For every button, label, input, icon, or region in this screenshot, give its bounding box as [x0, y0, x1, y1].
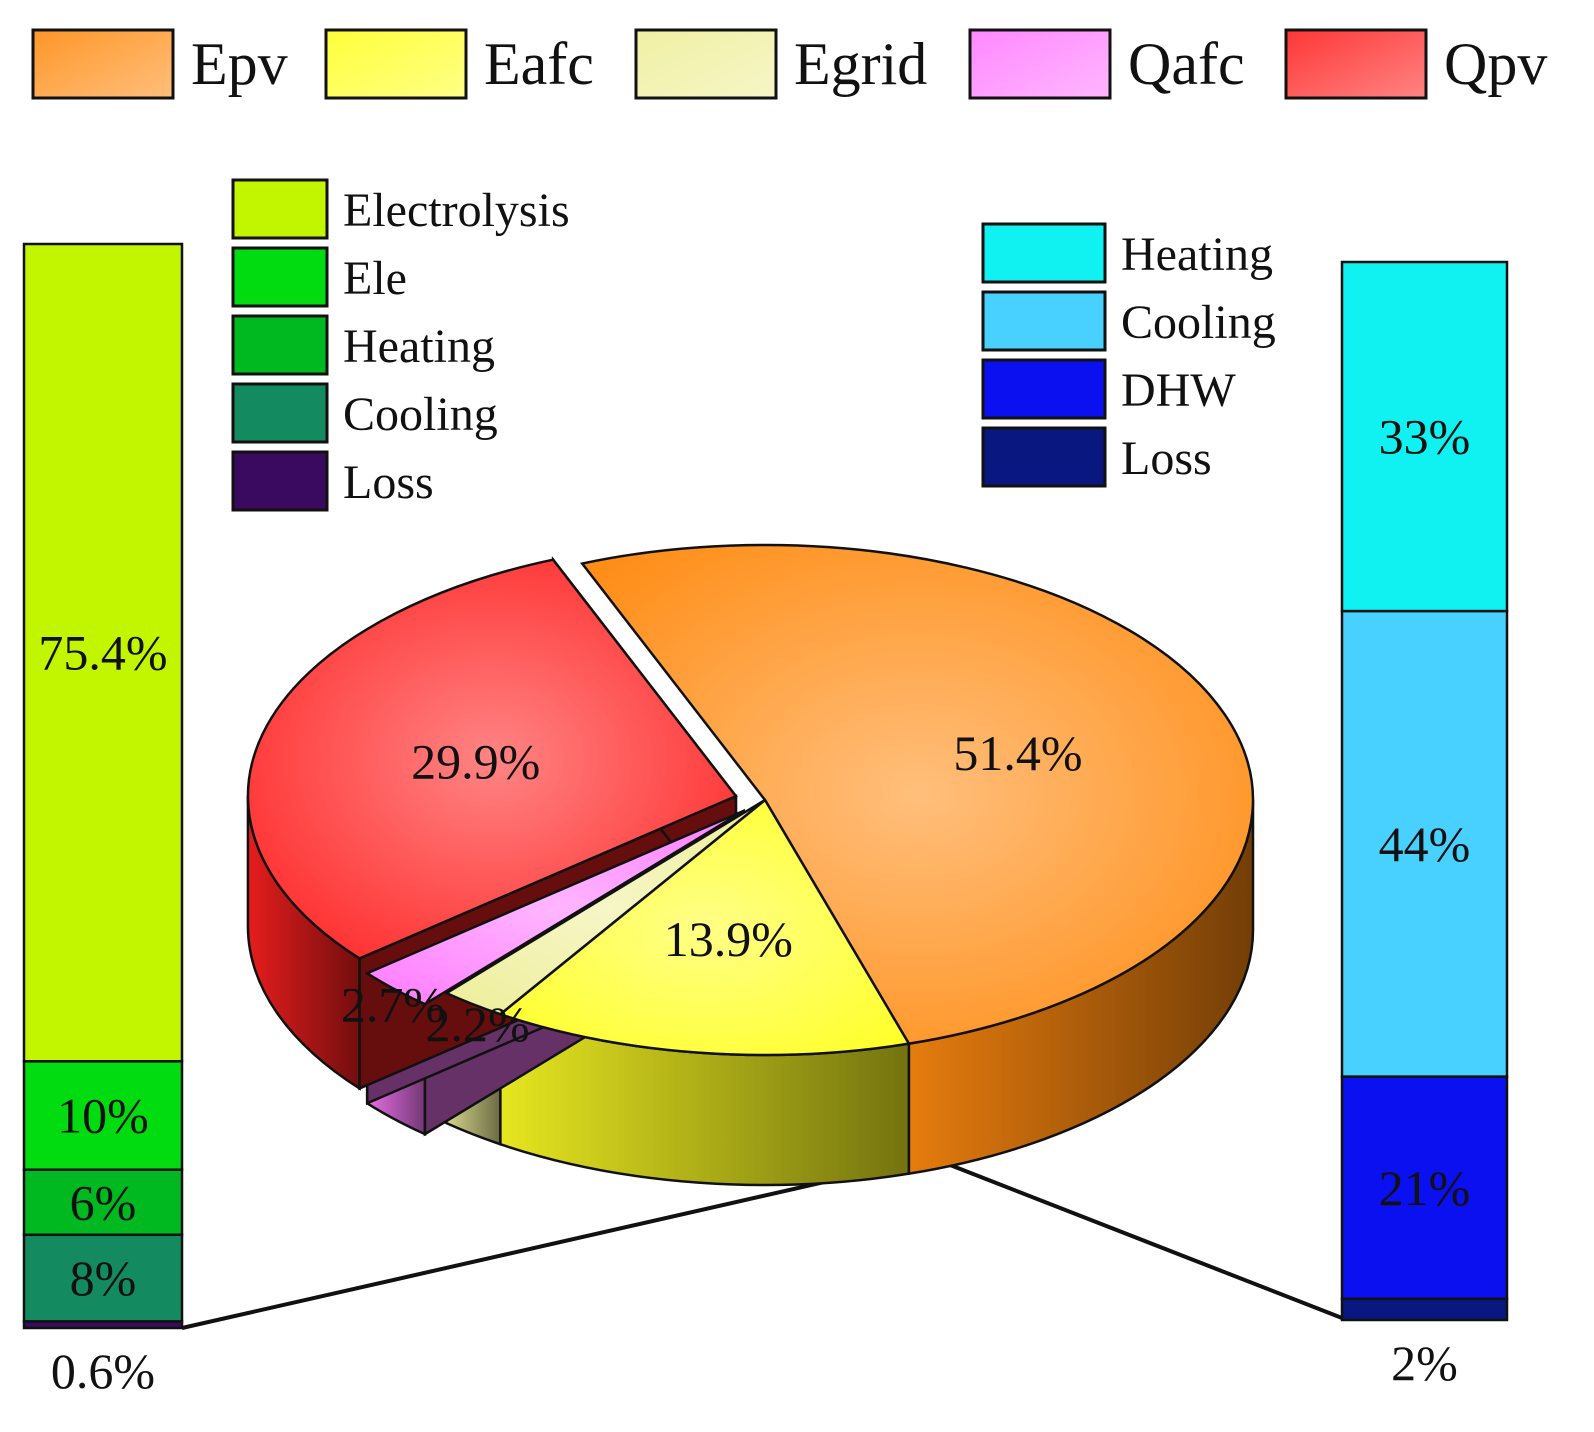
- legend-swatch-epv: [31, 28, 175, 100]
- connector-right: [944, 1161, 1343, 1320]
- right-bar-segment-loss: [1340, 1297, 1509, 1322]
- right-legend-label-heating: Heating: [1121, 228, 1273, 281]
- right-bar-label-loss: 2%: [1391, 1335, 1458, 1391]
- right-legend-swatch-cooling: [981, 290, 1107, 352]
- pie-labels: 51.4% 13.9% 2.2%2.7% 29.9%: [341, 725, 1083, 1052]
- right-legend-label-cooling: Cooling: [1121, 296, 1276, 349]
- left-bar-label-cooling: 8%: [70, 1250, 137, 1306]
- left-legend-swatch-electrolysis: [231, 178, 329, 240]
- left-bar-segment-electrolysis: [22, 242, 184, 1063]
- left-legend-swatch-loss: [231, 450, 329, 512]
- right-legend-swatch-heating: [981, 222, 1107, 284]
- connector-lines: [181, 1161, 1343, 1330]
- left-bar-label-electrolysis: 75.4%: [38, 625, 167, 681]
- right-bar-segment-heating: [1340, 260, 1509, 613]
- right-stacked-bar: 33% 44% 21% 2%: [1340, 260, 1509, 1391]
- pie-slice-qafc: [364, 809, 745, 1006]
- pie-slice-egrid: [443, 798, 766, 1016]
- left-legend-label-heating: Heating: [343, 320, 495, 373]
- right-legend-swatch-loss: [981, 426, 1107, 488]
- connector-left: [181, 1161, 909, 1330]
- left-bar-label-ele: 10%: [57, 1088, 149, 1144]
- pie-label-epv: 51.4%: [953, 725, 1082, 781]
- right-bar-label-heating: 33%: [1379, 409, 1471, 465]
- legend-swatch-qafc: [968, 28, 1112, 100]
- pie-legend: Epv Eafc Egrid Qafc Qpv: [31, 28, 1547, 100]
- legend-label-qafc: Qafc: [1128, 31, 1245, 97]
- pie-slice-qpv: [246, 558, 738, 960]
- left-bar-segment-loss: [22, 1320, 184, 1330]
- left-bar-label-loss: 0.6%: [51, 1343, 155, 1399]
- legend-swatch-qpv: [1284, 28, 1428, 100]
- right-legend-label-dhw: DHW: [1121, 364, 1236, 417]
- pie-slice-epv: [579, 543, 1255, 1046]
- left-stacked-bar: 75.4% 10% 6% 8% 0.6%: [22, 242, 184, 1399]
- legend-swatch-eafc: [324, 28, 468, 100]
- left-legend-label-cooling: Cooling: [343, 388, 498, 441]
- left-bar-legend: Electrolysis Ele Heating Cooling Loss: [231, 178, 570, 512]
- pie-label-egrid: 2.2%: [426, 996, 530, 1052]
- right-legend-label-loss: Loss: [1121, 432, 1212, 485]
- right-bar-legend: Heating Cooling DHW Loss: [981, 222, 1276, 488]
- left-bar-label-heating: 6%: [70, 1174, 137, 1230]
- left-legend-swatch-heating: [231, 314, 329, 376]
- left-bar-segment-ele: [22, 1060, 184, 1171]
- legend-label-egrid: Egrid: [794, 31, 927, 97]
- legend-label-qpv: Qpv: [1444, 31, 1547, 97]
- pie-label-eafc: 13.9%: [664, 911, 793, 967]
- left-bar-segment-cooling: [22, 1233, 184, 1323]
- left-legend-label-electrolysis: Electrolysis: [343, 184, 570, 237]
- pie-label-qpv: 29.9%: [411, 734, 540, 790]
- pie-label-qafc: 2.7%: [341, 976, 445, 1032]
- legend-swatch-egrid: [634, 28, 778, 100]
- right-bar-label-dhw: 21%: [1379, 1160, 1471, 1216]
- left-legend-label-loss: Loss: [343, 456, 434, 509]
- right-bar-segment-cooling: [1340, 609, 1509, 1078]
- right-legend-swatch-dhw: [981, 358, 1107, 420]
- left-legend-swatch-ele: [231, 246, 329, 308]
- right-bar-label-cooling: 44%: [1379, 816, 1471, 872]
- legend-label-epv: Epv: [191, 31, 288, 97]
- left-legend-label-ele: Ele: [343, 252, 407, 305]
- legend-label-eafc: Eafc: [484, 31, 594, 97]
- left-legend-swatch-cooling: [231, 382, 329, 444]
- pie-slice-eafc: [497, 798, 911, 1057]
- pie-top-faces: [246, 543, 1255, 1057]
- pie-3d: 51.4% 13.9% 2.2%2.7% 29.9%: [246, 543, 1255, 1187]
